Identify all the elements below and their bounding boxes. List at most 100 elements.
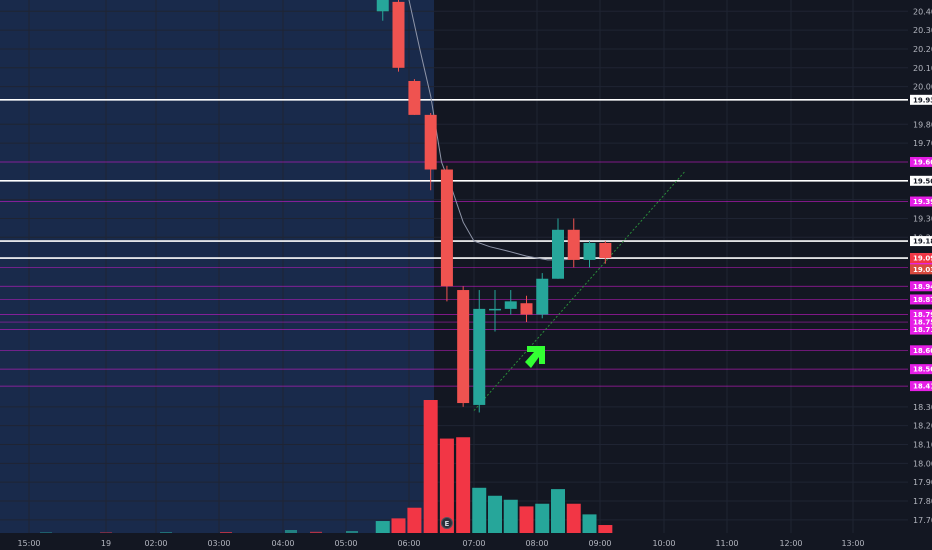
white-level-label-0-bg (910, 94, 932, 105)
white-level-label-1: 19.50 (913, 177, 932, 185)
price-tick-label: 17.80 (913, 497, 932, 506)
candle-body-1 (392, 1, 405, 68)
white-level-label-0: 19.93 (913, 96, 932, 104)
magenta-level-label-10-bg (910, 381, 932, 392)
volume-stub-3 (220, 532, 232, 533)
time-tick-label: 09:00 (588, 539, 611, 548)
time-tick-label: 03:00 (207, 539, 230, 548)
moving-average-line (408, 0, 580, 261)
candle-body-3 (424, 114, 437, 170)
grid-lines (0, 0, 908, 533)
candle-body-14 (599, 242, 612, 259)
moving-average (408, 0, 580, 261)
price-tick-label: 20.10 (913, 64, 932, 73)
earnings-marker[interactable]: E (440, 517, 453, 529)
price-level-labels: 19.6019.3919.0418.9418.8718.7918.7518.71… (910, 94, 932, 392)
price-tick-label: 17.70 (913, 516, 932, 525)
candle-body-2 (408, 80, 421, 115)
candle-body-13 (583, 242, 596, 260)
volume-bar-9 (519, 506, 534, 533)
time-tick-label: 13:00 (841, 539, 864, 548)
price-tick-label: 19.30 (913, 214, 932, 223)
candle-body-11 (552, 229, 564, 279)
candle-body-9 (520, 303, 533, 315)
last-price-label-bg (910, 253, 932, 264)
volume-bar-10 (535, 503, 550, 533)
magenta-level-label-10: 18.41 (913, 383, 932, 391)
volume-bar-12 (566, 503, 581, 533)
magenta-level-label-5-bg (910, 309, 932, 320)
volume-bar-6 (472, 487, 487, 533)
price-tick-label: 19.80 (913, 120, 932, 129)
magenta-level-label-3-bg (910, 281, 932, 292)
time-tick-label: 10:00 (652, 539, 675, 548)
magenta-level-label-8: 18.60 (913, 347, 932, 355)
last-price-label: 19.09 (913, 255, 932, 263)
volume-bar-3 (423, 400, 438, 533)
up-arrow-shape (525, 346, 545, 368)
price-tick-label: 18.00 (913, 459, 932, 468)
up-arrow-annotation (525, 346, 545, 368)
volume-stub-6 (346, 531, 358, 533)
price-axis-background (910, 0, 932, 550)
price-tick-label: 18.10 (913, 440, 932, 449)
magenta-level-label-7-bg (910, 324, 932, 335)
magenta-level-label-1-bg (910, 196, 932, 207)
time-tick-label: 12:00 (779, 539, 802, 548)
volume-bar-13 (582, 514, 597, 533)
volume-bar-11 (551, 489, 565, 533)
second-price-label: 19.03 (913, 266, 932, 274)
volume-stub-1 (100, 532, 112, 533)
trendline (473, 171, 686, 411)
candle-body-5 (457, 290, 470, 404)
volume-stub-0 (40, 532, 52, 533)
price-tick-label: 17.90 (913, 478, 932, 487)
time-tick-label: 11:00 (715, 539, 738, 548)
magenta-level-label-9-bg (910, 364, 932, 375)
magenta-level-label-9: 18.50 (913, 366, 932, 374)
price-tick-label: 20.40 (913, 7, 932, 16)
time-tick-label: 15:00 (17, 539, 40, 548)
time-tick-label: 05:00 (334, 539, 357, 548)
candle-body-4 (440, 169, 453, 287)
trendline-line (473, 171, 686, 411)
volume-bar-14 (598, 525, 613, 533)
time-tick-label: 02:00 (144, 539, 167, 548)
premarket-shade (0, 0, 434, 533)
time-tick-label: 08:00 (525, 539, 548, 548)
volume-bar-4 (439, 438, 454, 533)
magenta-level-label-8-bg (910, 345, 932, 356)
magenta-level-label-4: 18.87 (913, 296, 932, 304)
volume-stub-2 (160, 532, 172, 533)
time-axis-background (0, 533, 932, 550)
magenta-level-label-7: 18.71 (913, 326, 932, 334)
volume-bar-0 (375, 521, 390, 533)
magenta-level-label-1: 19.39 (913, 198, 932, 206)
candle-body-10 (536, 278, 549, 315)
price-tick-label: 20.20 (913, 45, 932, 54)
magenta-level-label-6-bg (910, 317, 932, 328)
price-tick-label: 18.20 (913, 422, 932, 431)
magenta-level-label-0-bg (910, 156, 932, 167)
magenta-level-label-5: 18.79 (913, 311, 932, 319)
candle-body-0 (376, 0, 389, 12)
candle-body-6 (473, 308, 486, 405)
volume-bar-2 (407, 507, 422, 533)
magenta-level-label-6: 18.75 (913, 319, 932, 327)
earnings-marker-label: E (445, 520, 450, 528)
magenta-level-label-3: 18.94 (913, 283, 932, 291)
price-axis[interactable]: 20.4020.3020.2020.1020.0019.8019.7019.40… (910, 0, 932, 550)
volume-bars (40, 400, 613, 533)
time-tick-label: 07:00 (462, 539, 485, 548)
time-axis[interactable]: 15:00 19 02:00 03:00 04:00 05:00 06:00 07:00 08:… (0, 533, 932, 550)
white-level-label-2: 19.18 (913, 238, 932, 246)
price-tick-label: 20.30 (913, 26, 932, 35)
candle-body-7 (489, 308, 501, 311)
white-level-label-2-bg (910, 236, 932, 247)
price-tick-label: 20.00 (913, 83, 932, 92)
magenta-level-label-4-bg (910, 294, 932, 305)
price-levels (0, 99, 908, 387)
second-price-label-bg (910, 264, 932, 275)
candles (376, 0, 612, 413)
